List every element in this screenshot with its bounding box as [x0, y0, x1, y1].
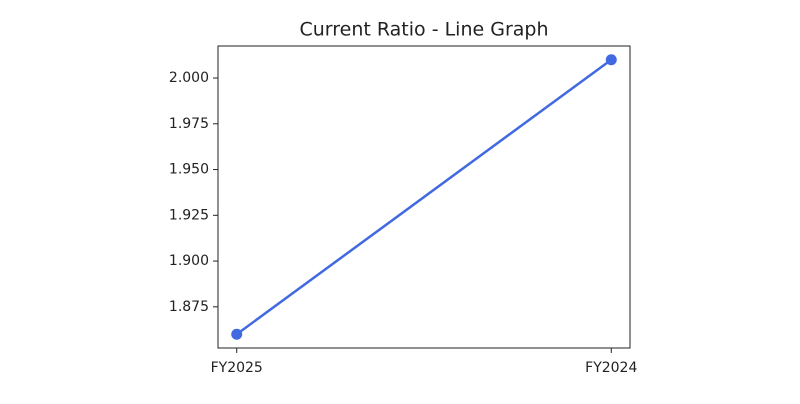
x-tick-label: FY2025 [211, 360, 263, 376]
point [605, 54, 617, 66]
line [235, 58, 613, 336]
x-tick-label: FY2024 [585, 360, 637, 376]
y-tick-label: 1.900 [169, 253, 209, 269]
y-tick-label: 2.000 [169, 70, 209, 86]
y-tick-label: 1.875 [169, 299, 209, 315]
plot-frame [217, 45, 631, 349]
chart-title: Current Ratio - Line Graph [299, 19, 548, 41]
point [231, 328, 243, 340]
y-tick-label: 1.950 [169, 162, 209, 178]
y-tick-label: 1.925 [169, 207, 209, 223]
y-tick-label: 1.975 [169, 116, 209, 132]
